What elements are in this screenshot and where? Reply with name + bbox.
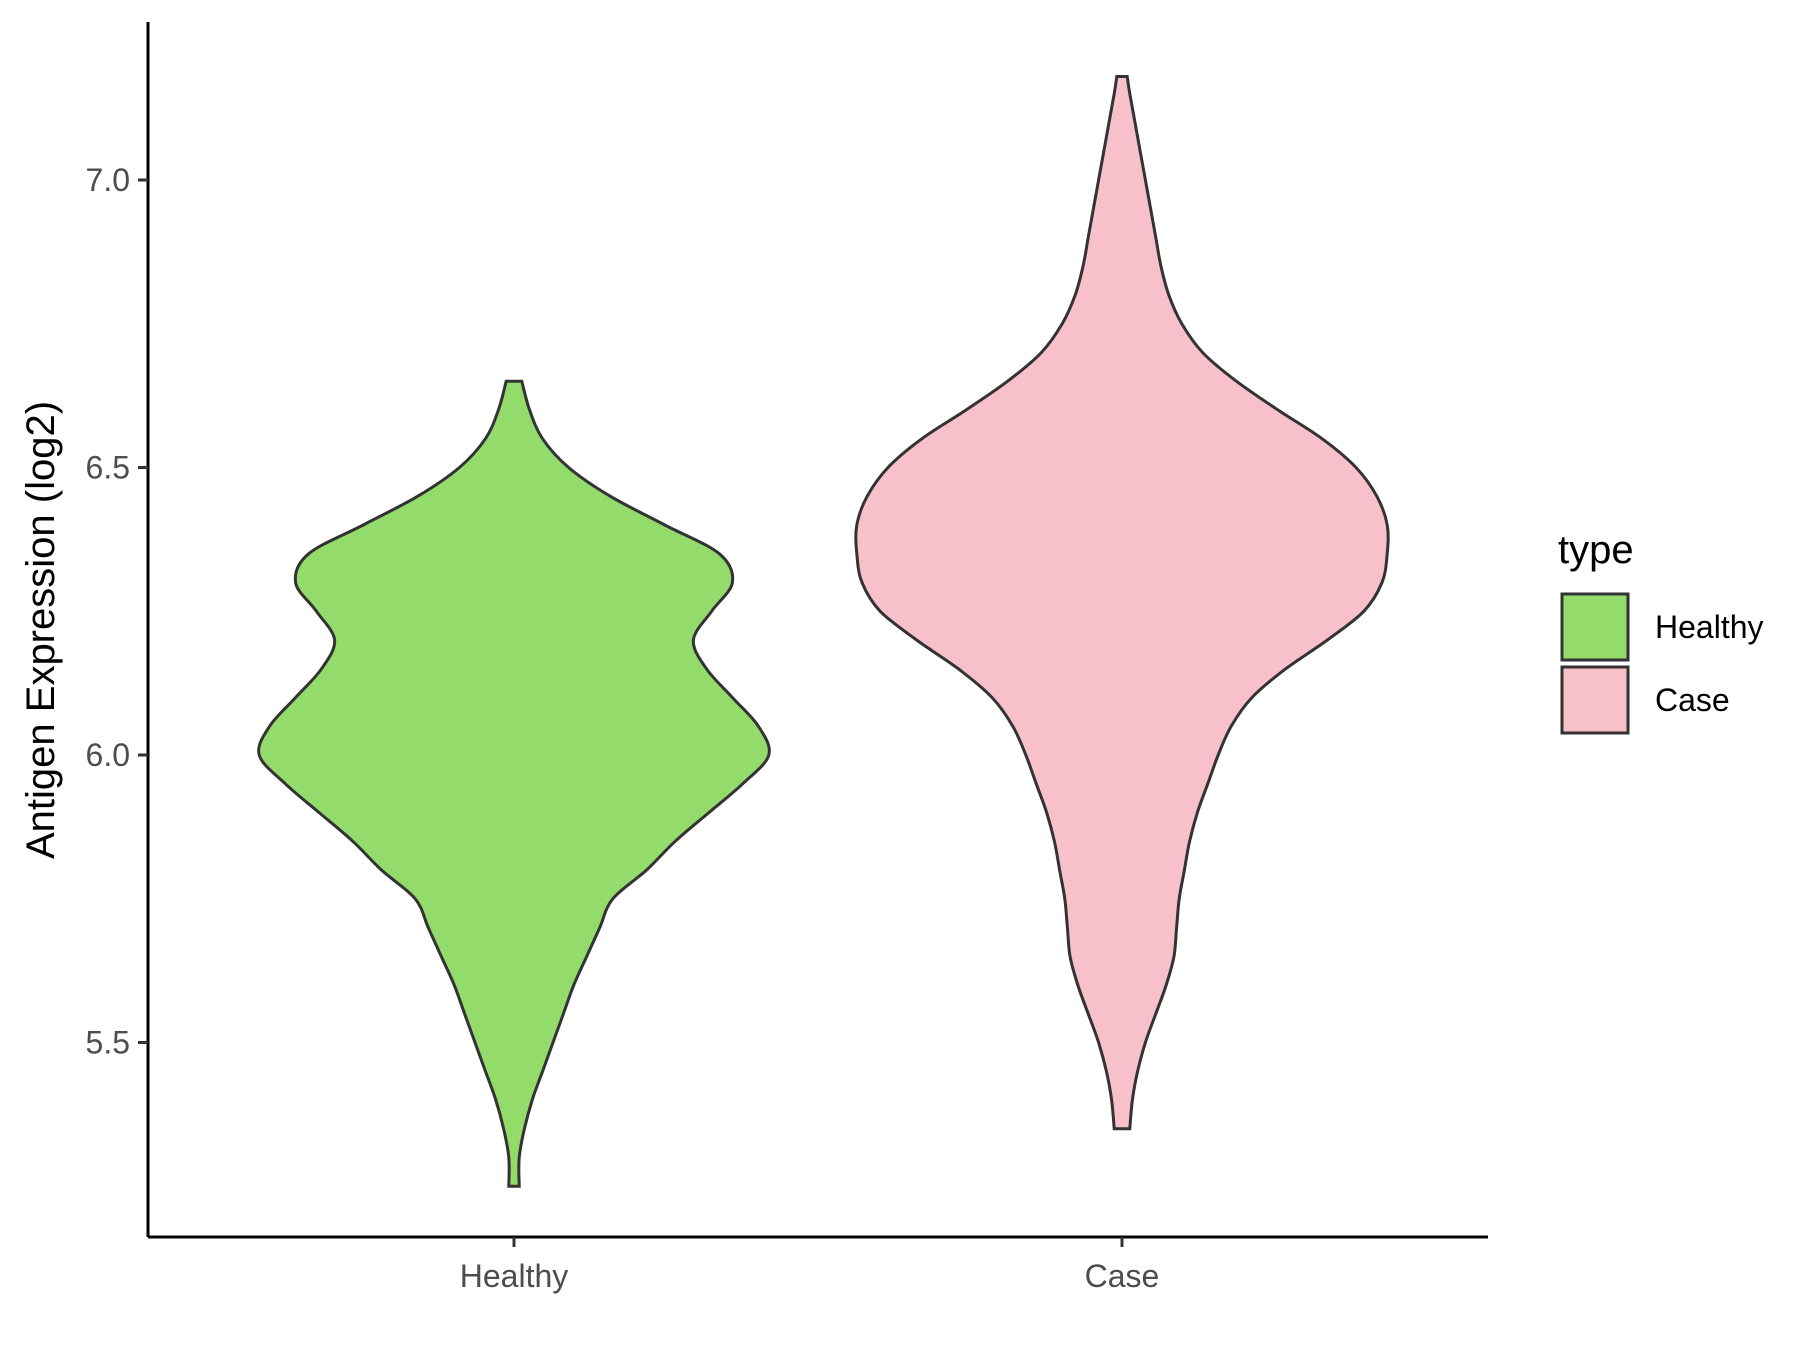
legend: type Healthy Case <box>1558 528 1764 735</box>
y-tick-label: 7.0 <box>86 162 130 198</box>
y-tick-label: 6.0 <box>86 737 130 773</box>
x-tick-label: Healthy <box>460 1258 569 1294</box>
x-axis-ticks: Healthy Case <box>460 1237 1160 1294</box>
legend-label-healthy: Healthy <box>1655 609 1764 645</box>
violin-case <box>854 75 1390 1131</box>
y-axis-title: Antigen Expression (log2) <box>19 401 63 859</box>
y-axis-ticks: 5.5 6.0 6.5 7.0 <box>86 162 148 1061</box>
legend-key-healthy <box>1560 592 1630 662</box>
legend-key-case <box>1560 665 1630 735</box>
legend-title: type <box>1558 528 1634 572</box>
y-tick-label: 6.5 <box>86 450 130 486</box>
x-tick-label: Case <box>1085 1258 1160 1294</box>
violin-layer <box>257 75 1390 1188</box>
violin-healthy <box>257 379 771 1188</box>
legend-items: Healthy Case <box>1560 592 1764 735</box>
y-tick-label: 5.5 <box>86 1025 130 1061</box>
legend-label-case: Case <box>1655 682 1730 718</box>
